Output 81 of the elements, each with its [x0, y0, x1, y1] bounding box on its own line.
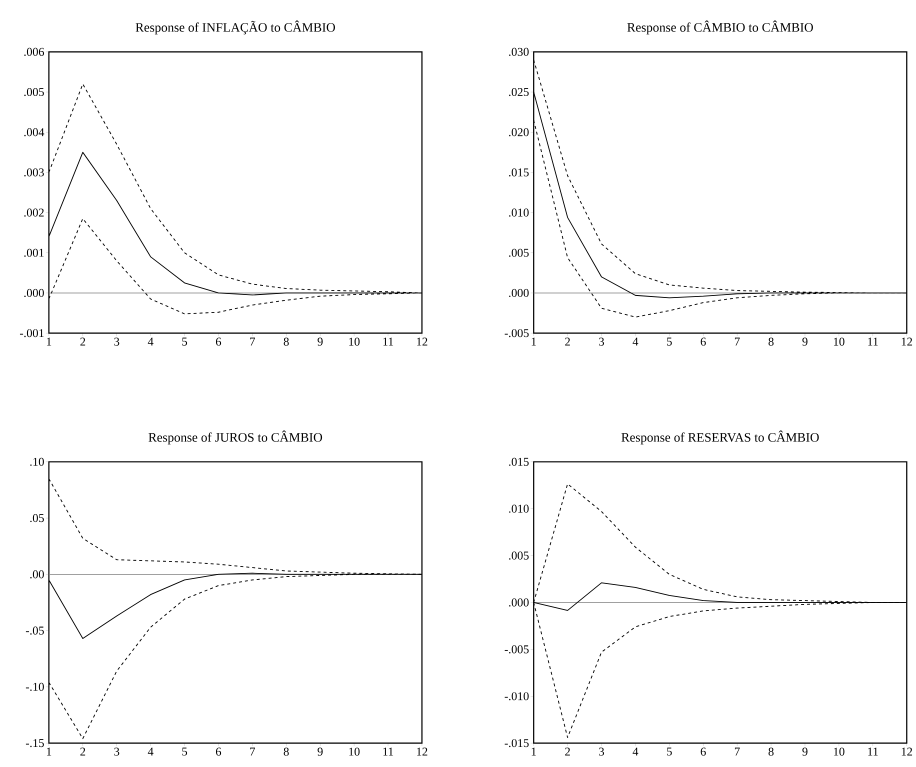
x-tick-label: 1: [532, 748, 536, 756]
x-tick-label: 1: [46, 748, 52, 756]
x-tick-label: 3: [114, 338, 120, 346]
y-tick-label: .005: [24, 88, 44, 96]
y-tick-label: -.05: [26, 626, 44, 635]
x-tick-label: 5: [667, 338, 672, 346]
x-tick-label: 5: [182, 338, 188, 346]
x-tick-label: 11: [868, 338, 878, 346]
y-tick-label: .003: [24, 168, 44, 176]
chart-title: Response of INFLAÇÃO to CÂMBIO: [136, 20, 335, 34]
x-tick-label: 12: [902, 748, 912, 756]
x-tick-label: 8: [768, 338, 774, 346]
y-tick-label: .006: [24, 48, 44, 56]
y-tick-label: -.10: [26, 682, 44, 691]
x-tick-label: 11: [383, 748, 394, 756]
y-tick-label: .015: [509, 458, 529, 466]
x-tick-label: 6: [700, 338, 706, 346]
y-tick-label: .005: [509, 248, 529, 257]
x-tick-label: 2: [565, 338, 570, 346]
x-tick-label: 12: [417, 748, 428, 756]
chart-title: Response of RESERVAS to CÂMBIO: [621, 430, 819, 444]
y-tick-label: .010: [509, 504, 529, 513]
x-tick-label: 4: [632, 338, 638, 346]
x-tick-label: 6: [216, 748, 222, 756]
x-tick-label: 5: [667, 748, 672, 756]
x-tick-label: 8: [284, 338, 289, 346]
chart-title: Response of JUROS to CÂMBIO: [148, 430, 322, 444]
y-tick-label: .00: [30, 570, 44, 578]
y-tick-label: .025: [509, 88, 529, 96]
y-tick-label: .004: [24, 128, 44, 136]
x-tick-label: 7: [250, 338, 255, 346]
x-tick-label: 9: [318, 748, 323, 756]
x-tick-label: 10: [349, 748, 360, 756]
y-tick-label: -.005: [504, 329, 529, 338]
x-tick-label: 12: [902, 338, 912, 346]
x-tick-label: 5: [182, 748, 188, 756]
x-tick-label: 12: [417, 338, 428, 346]
x-tick-label: 3: [599, 748, 604, 756]
y-tick-label: -.005: [504, 645, 529, 654]
chart-title: Response of CÂMBIO to CÂMBIO: [627, 20, 813, 34]
x-tick-label: 2: [80, 338, 86, 346]
y-tick-label: .030: [509, 48, 529, 56]
y-tick-label: -.015: [504, 739, 529, 748]
x-tick-label: 11: [383, 338, 394, 346]
x-tick-label: 10: [349, 338, 360, 346]
x-tick-label: 2: [80, 748, 86, 756]
x-tick-label: 7: [734, 748, 740, 756]
x-tick-label: 11: [868, 748, 878, 756]
x-tick-label: 1: [532, 338, 536, 346]
x-tick-label: 10: [834, 338, 844, 346]
y-tick-label: -.001: [20, 329, 44, 338]
y-tick-label: .05: [30, 514, 44, 522]
x-tick-label: 4: [632, 748, 638, 756]
y-tick-label: .002: [24, 208, 44, 217]
y-tick-label: -.15: [26, 739, 44, 748]
y-tick-label: .001: [24, 248, 44, 257]
x-tick-label: 4: [148, 748, 154, 756]
y-tick-label: .015: [509, 168, 529, 176]
x-tick-label: 1: [46, 338, 52, 346]
y-tick-label: .000: [509, 288, 529, 297]
y-tick-label: .000: [509, 598, 529, 606]
x-tick-label: 7: [734, 338, 740, 346]
x-tick-label: 6: [216, 338, 222, 346]
y-tick-label: .010: [509, 208, 529, 217]
y-tick-label: .10: [30, 458, 44, 466]
x-tick-label: 9: [802, 338, 808, 346]
x-tick-label: 6: [700, 748, 706, 756]
y-tick-label: .000: [24, 288, 44, 297]
y-tick-label: -.010: [504, 692, 529, 700]
x-tick-label: 9: [318, 338, 323, 346]
x-tick-label: 8: [284, 748, 289, 756]
x-tick-label: 7: [250, 748, 255, 756]
y-tick-label: .005: [509, 552, 529, 560]
x-tick-label: 9: [802, 748, 808, 756]
x-tick-label: 10: [834, 748, 844, 756]
x-tick-label: 3: [599, 338, 604, 346]
y-tick-label: .020: [509, 128, 529, 136]
x-tick-label: 3: [114, 748, 120, 756]
x-tick-label: 8: [768, 748, 774, 756]
x-tick-label: 2: [565, 748, 570, 756]
x-tick-label: 4: [148, 338, 154, 346]
